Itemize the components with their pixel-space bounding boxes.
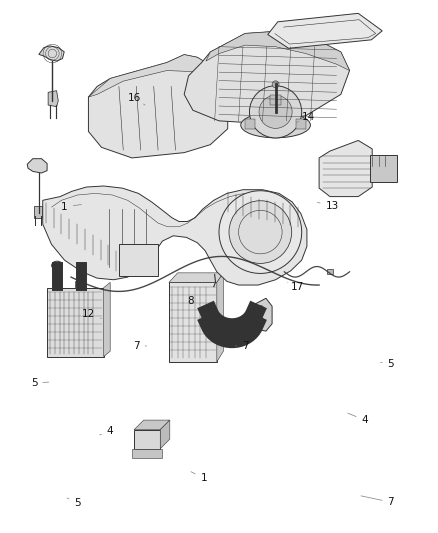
Circle shape: [219, 191, 302, 273]
Polygon shape: [160, 420, 170, 449]
Circle shape: [259, 95, 292, 128]
Polygon shape: [217, 273, 223, 362]
Polygon shape: [134, 420, 170, 430]
Polygon shape: [43, 186, 307, 285]
Polygon shape: [88, 55, 228, 158]
Text: 14: 14: [297, 112, 315, 123]
Polygon shape: [104, 282, 110, 357]
Text: 1: 1: [61, 202, 81, 212]
Bar: [371, 155, 396, 182]
Text: 16: 16: [127, 93, 145, 105]
Bar: [134, 430, 160, 449]
Polygon shape: [39, 46, 64, 61]
Text: 5: 5: [67, 498, 81, 508]
Polygon shape: [27, 159, 47, 173]
Circle shape: [272, 81, 279, 88]
Ellipse shape: [202, 313, 214, 334]
Text: 13: 13: [318, 200, 339, 211]
Bar: [296, 119, 307, 130]
Polygon shape: [254, 298, 272, 331]
Circle shape: [229, 201, 292, 263]
Ellipse shape: [76, 261, 86, 270]
Bar: [169, 282, 217, 362]
Polygon shape: [319, 141, 372, 197]
Bar: [245, 119, 255, 130]
Text: 7: 7: [361, 496, 394, 507]
Polygon shape: [268, 13, 382, 49]
Bar: [74, 281, 82, 288]
Ellipse shape: [52, 261, 63, 270]
Text: 1: 1: [191, 472, 207, 483]
Ellipse shape: [241, 112, 311, 138]
Text: 5: 5: [31, 378, 49, 388]
Bar: [119, 244, 158, 276]
Text: 4: 4: [348, 413, 368, 425]
Polygon shape: [184, 31, 350, 124]
Text: 7: 7: [236, 341, 248, 351]
Text: 17: 17: [288, 281, 304, 292]
Polygon shape: [48, 91, 58, 107]
Text: 4: 4: [100, 426, 113, 435]
Bar: [270, 95, 281, 106]
Bar: [34, 206, 42, 217]
Bar: [327, 269, 333, 274]
Text: 8: 8: [187, 296, 199, 306]
Text: 5: 5: [381, 359, 394, 369]
Text: 7: 7: [133, 341, 147, 351]
Circle shape: [250, 86, 302, 138]
Bar: [132, 449, 162, 458]
Polygon shape: [88, 55, 228, 97]
Polygon shape: [206, 31, 350, 70]
Bar: [47, 288, 104, 357]
Text: 12: 12: [82, 309, 102, 319]
Polygon shape: [169, 273, 223, 282]
